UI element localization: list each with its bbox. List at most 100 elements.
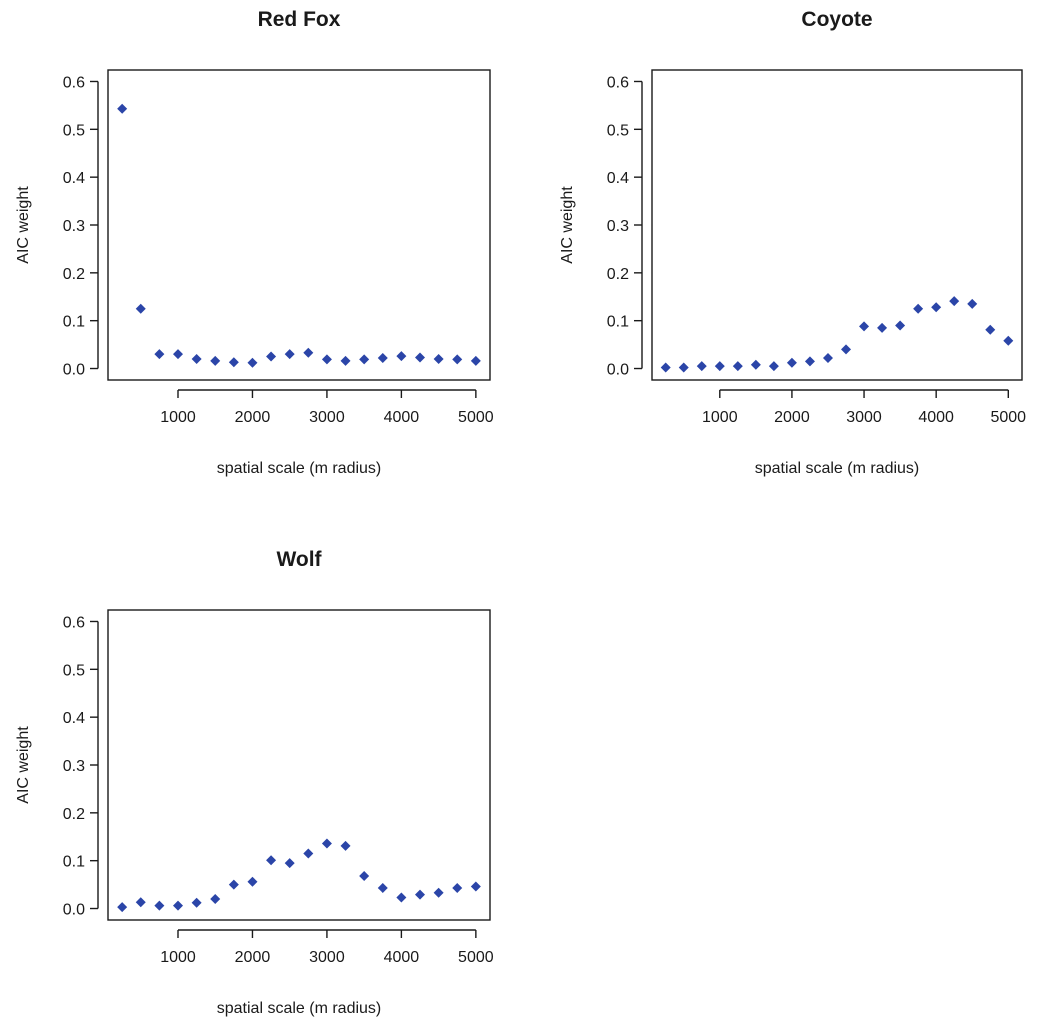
y-tick-label: 0.6 bbox=[63, 614, 85, 631]
data-point bbox=[822, 352, 833, 363]
data-point bbox=[877, 322, 888, 333]
y-tick-label: 0.4 bbox=[607, 170, 629, 187]
x-tick-label: 1000 bbox=[160, 949, 196, 966]
panel-red-fox: Red Fox 0.0 0.1 0.2 0.3 0.4 0.5 0.6 1000 2000 3000… bbox=[15, 8, 494, 477]
data-point bbox=[340, 840, 351, 851]
panel-title: Red Fox bbox=[258, 8, 341, 31]
x-tick-label: 2000 bbox=[235, 949, 271, 966]
data-point bbox=[967, 298, 978, 309]
data-point bbox=[786, 357, 797, 368]
y-tick-label: 0.0 bbox=[63, 902, 85, 919]
y-tick-label: 0.3 bbox=[63, 758, 85, 775]
y-tick-label: 0.6 bbox=[63, 74, 85, 91]
x-tick-label: 3000 bbox=[309, 949, 345, 966]
data-point bbox=[303, 848, 314, 859]
data-point bbox=[321, 354, 332, 365]
panel-title: Wolf bbox=[276, 548, 322, 571]
data-point bbox=[470, 881, 481, 892]
data-point bbox=[768, 361, 779, 372]
y-tick-label: 0.5 bbox=[63, 662, 85, 679]
data-point bbox=[172, 349, 183, 360]
y-tick-label: 0.2 bbox=[63, 806, 85, 823]
x-tick-label: 4000 bbox=[384, 409, 420, 426]
data-point bbox=[750, 359, 761, 370]
plot-frame bbox=[651, 69, 1023, 381]
y-tick-label: 0.6 bbox=[607, 74, 629, 91]
data-point bbox=[303, 347, 314, 358]
y-tick-label: 0.0 bbox=[607, 362, 629, 379]
x-tick-label: 4000 bbox=[384, 949, 420, 966]
data-point bbox=[452, 882, 463, 893]
y-tick-label: 0.1 bbox=[63, 854, 85, 871]
y-tick-label: 0.4 bbox=[63, 710, 85, 727]
x-axis-label: spatial scale (m radius) bbox=[217, 460, 382, 477]
y-tick-label: 0.1 bbox=[63, 314, 85, 331]
x-tick-label: 3000 bbox=[309, 409, 345, 426]
data-point bbox=[660, 362, 671, 373]
data-point bbox=[117, 103, 128, 114]
data-point bbox=[841, 344, 852, 355]
data-point bbox=[931, 302, 942, 313]
data-point bbox=[949, 296, 960, 307]
data-point bbox=[284, 349, 295, 360]
y-tick-label: 0.0 bbox=[63, 362, 85, 379]
data-point bbox=[732, 361, 743, 372]
y-tick-label: 0.1 bbox=[607, 314, 629, 331]
y-tick-label: 0.5 bbox=[607, 122, 629, 139]
data-point bbox=[415, 352, 426, 363]
data-point bbox=[985, 324, 996, 335]
x-tick-label: 2000 bbox=[235, 409, 271, 426]
data-point bbox=[266, 351, 277, 362]
x-tick-label: 5000 bbox=[458, 409, 494, 426]
data-point bbox=[210, 893, 221, 904]
y-axis-label: AIC weight bbox=[15, 726, 32, 804]
x-tick-label: 5000 bbox=[990, 409, 1026, 426]
y-tick-label: 0.2 bbox=[63, 266, 85, 283]
data-point bbox=[284, 858, 295, 869]
data-point bbox=[415, 889, 426, 900]
data-point bbox=[359, 870, 370, 881]
data-point bbox=[396, 892, 407, 903]
x-axis-label: spatial scale (m radius) bbox=[755, 460, 920, 477]
data-point bbox=[266, 855, 277, 866]
data-point bbox=[340, 355, 351, 366]
data-point bbox=[913, 303, 924, 314]
data-point bbox=[804, 356, 815, 367]
panel-coyote: Coyote 0.0 0.1 0.2 0.3 0.4 0.5 0.6 1000 2000 3000 4… bbox=[559, 8, 1026, 477]
y-tick-label: 0.3 bbox=[607, 218, 629, 235]
data-point bbox=[714, 361, 725, 372]
data-point bbox=[321, 838, 332, 849]
x-axis-label: spatial scale (m radius) bbox=[217, 1000, 382, 1017]
y-tick-label: 0.5 bbox=[63, 122, 85, 139]
data-point bbox=[377, 882, 388, 893]
data-point bbox=[135, 303, 146, 314]
data-point bbox=[228, 879, 239, 890]
data-point bbox=[191, 353, 202, 364]
data-point bbox=[433, 353, 444, 364]
data-point bbox=[135, 897, 146, 908]
data-point bbox=[247, 357, 258, 368]
data-point bbox=[117, 902, 128, 913]
y-axis-label: AIC weight bbox=[15, 186, 32, 264]
plot-frame bbox=[107, 69, 491, 381]
data-point bbox=[359, 354, 370, 365]
data-point bbox=[247, 876, 258, 887]
y-tick-label: 0.3 bbox=[63, 218, 85, 235]
data-point bbox=[452, 354, 463, 365]
x-tick-label: 1000 bbox=[160, 409, 196, 426]
data-point bbox=[696, 361, 707, 372]
y-tick-label: 0.2 bbox=[607, 266, 629, 283]
data-point bbox=[154, 900, 165, 911]
data-point bbox=[210, 355, 221, 366]
data-point bbox=[1003, 335, 1014, 346]
x-tick-label: 5000 bbox=[458, 949, 494, 966]
data-point bbox=[154, 349, 165, 360]
plot-frame bbox=[107, 609, 491, 921]
data-point bbox=[228, 357, 239, 368]
data-point bbox=[377, 352, 388, 363]
panel-wolf: Wolf 0.0 0.1 0.2 0.3 0.4 0.5 0.6 1000 2000 3000 400… bbox=[15, 548, 494, 1017]
data-point bbox=[859, 321, 870, 332]
data-point bbox=[396, 351, 407, 362]
x-tick-label: 2000 bbox=[774, 409, 810, 426]
